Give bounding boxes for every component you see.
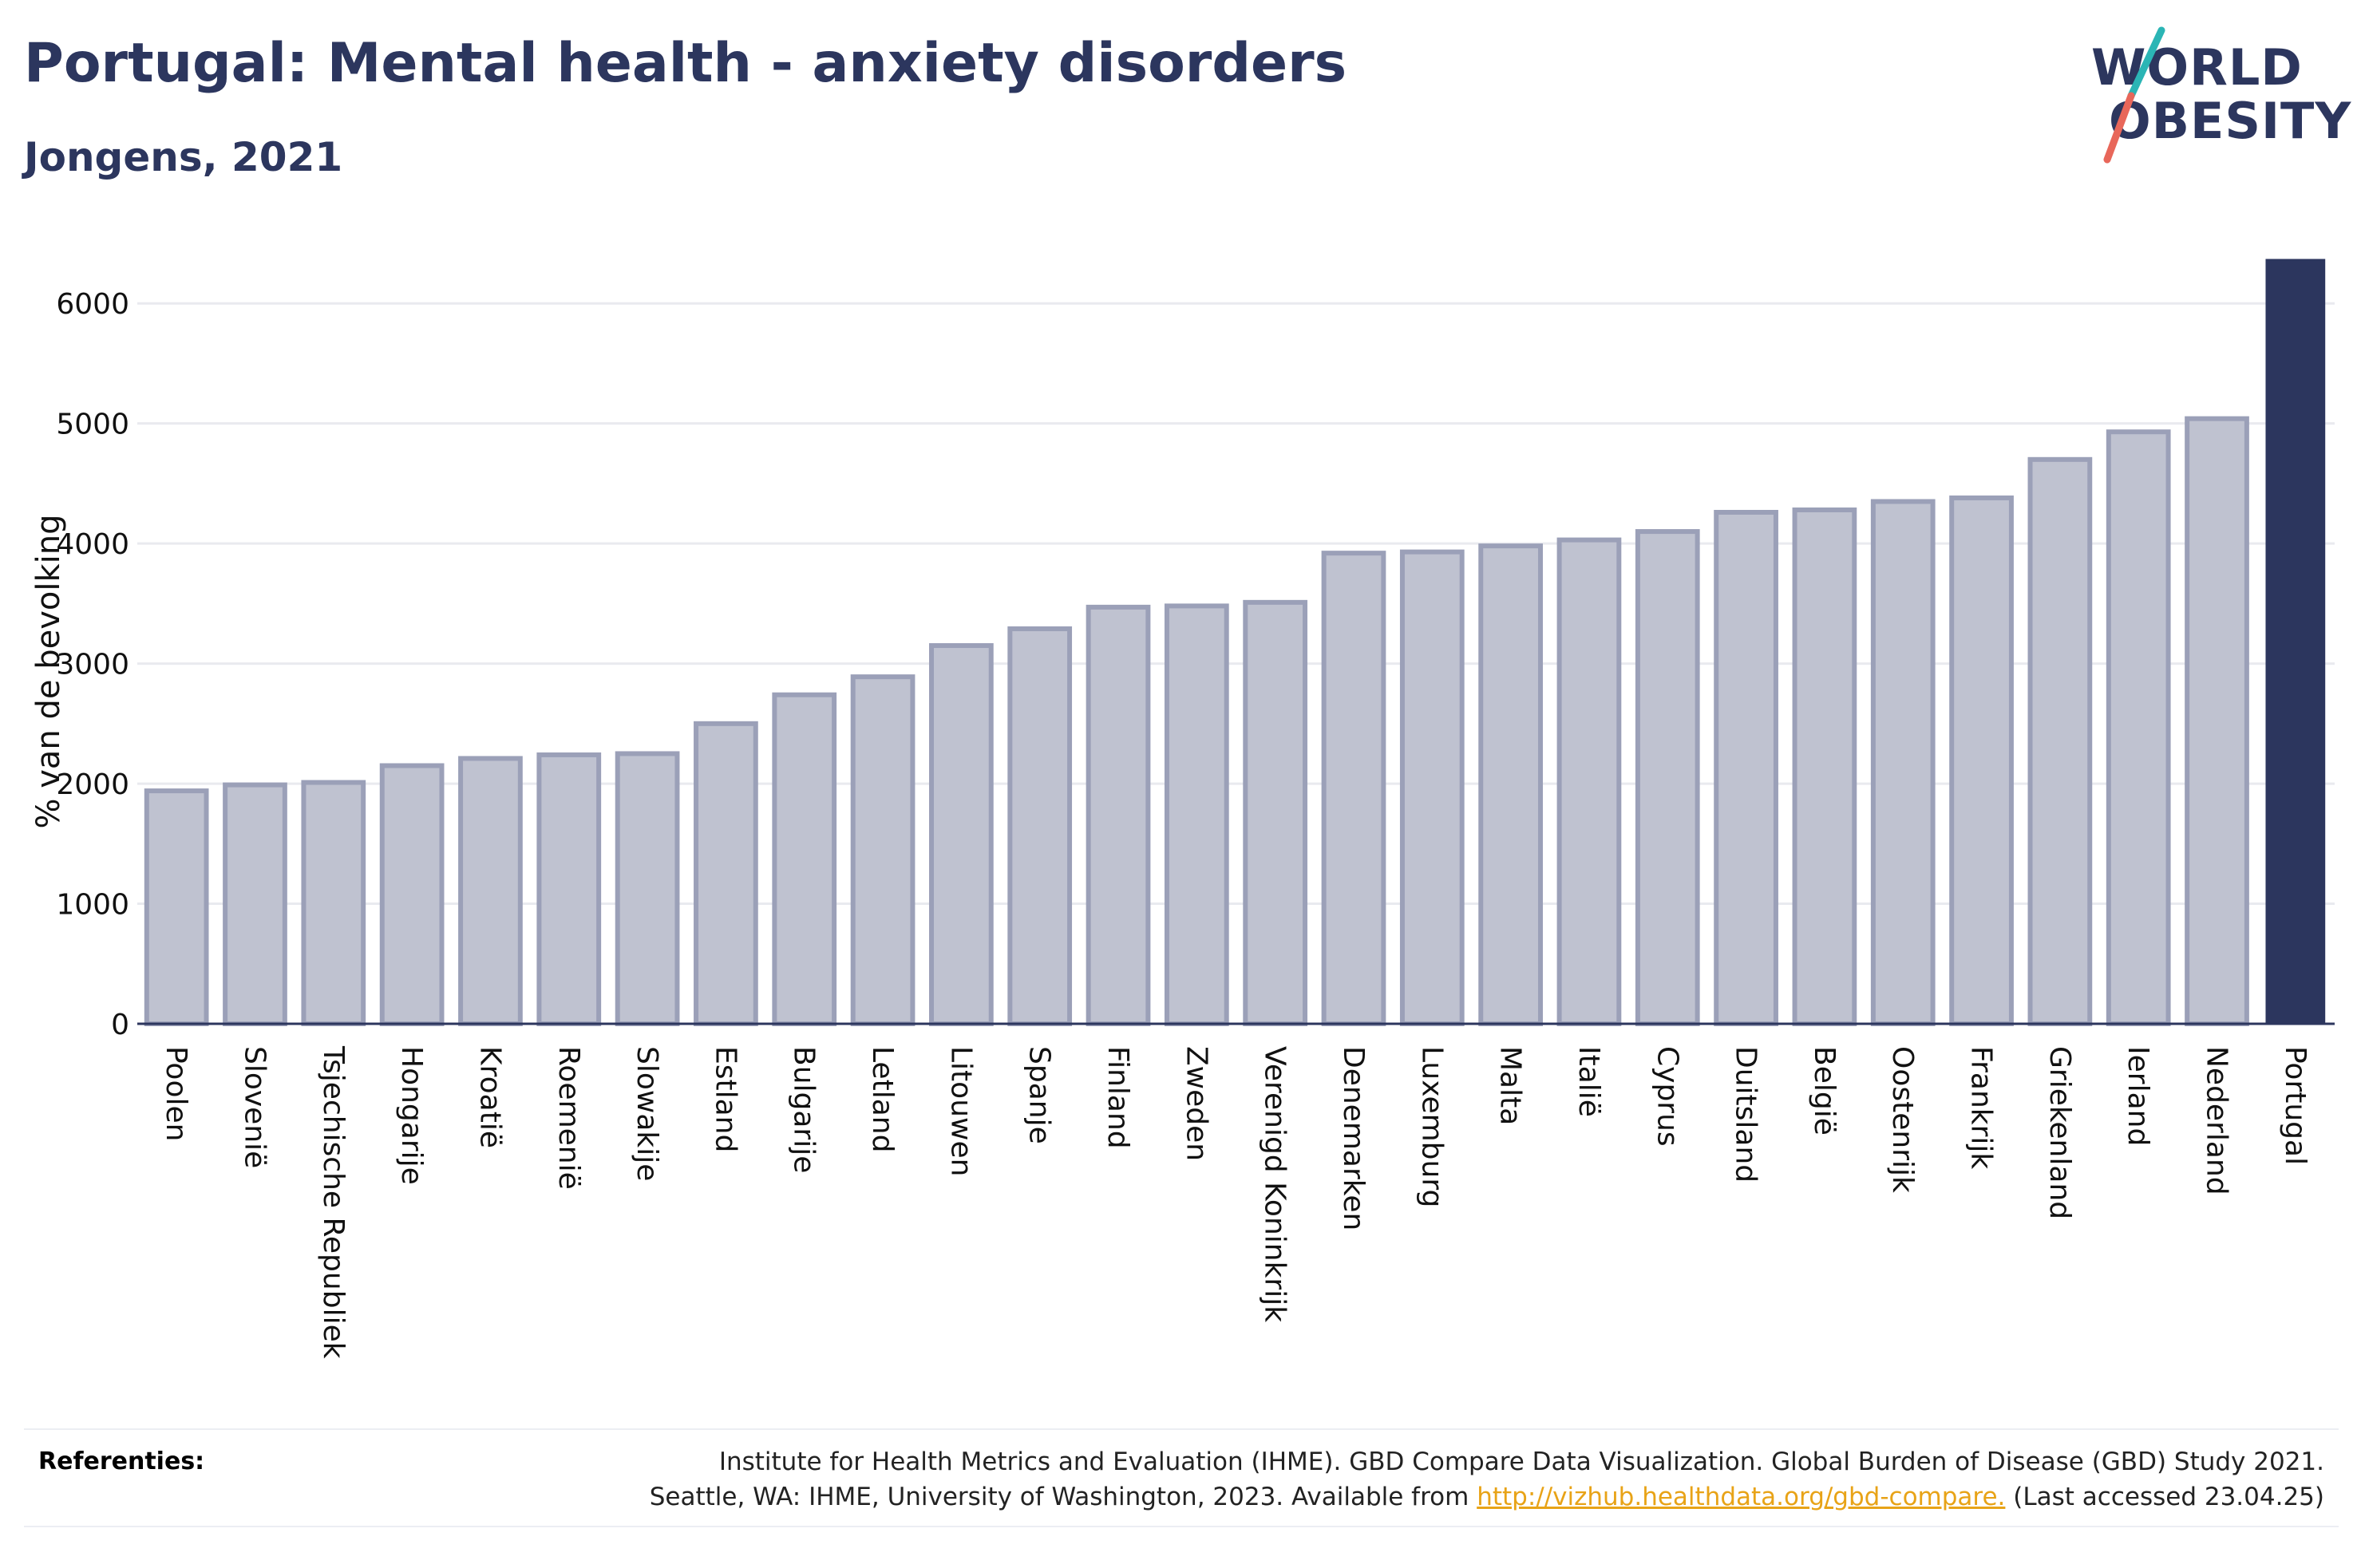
references-box: Referenties: Institute for Health Metric… — [24, 1428, 2339, 1527]
bar — [144, 788, 209, 1026]
logo-text-world: WORLD — [2091, 38, 2303, 97]
x-tick-label: Bulgarije — [788, 1046, 821, 1173]
x-tick-label: Griekenland — [2043, 1046, 2076, 1219]
y-axis-label: % van de bevolking — [30, 515, 67, 829]
bar — [1635, 529, 1700, 1026]
x-tick-label: Cyprus — [1651, 1046, 1683, 1147]
references-line-1: Institute for Health Metrics and Evaluat… — [718, 1448, 2324, 1476]
bar — [2106, 429, 2171, 1026]
x-tick-label: Zweden — [1180, 1046, 1212, 1161]
x-tick-label: Hongarije — [395, 1046, 428, 1185]
x-tick-label: Italië — [1572, 1046, 1605, 1117]
bar — [458, 756, 523, 1026]
bar — [615, 751, 680, 1026]
y-tick-label: 3000 — [56, 649, 129, 681]
references-line-2: Seattle, WA: IHME, University of Washing… — [650, 1479, 2324, 1515]
bar-chart: 0 1000 2000 3000 4000 5000 6000 Poolen Slovenië T… — [30, 259, 2335, 1359]
references-link[interactable]: http://vizhub.healthdata.org/gbd-compare… — [1477, 1483, 2006, 1511]
x-tick-label: Tsjechische Republiek — [317, 1045, 350, 1359]
bar — [1714, 510, 1778, 1026]
x-tick-label: Litouwen — [944, 1046, 977, 1176]
x-tick-label: Kroatië — [473, 1046, 506, 1148]
chart-subtitle: Jongens, 2021 — [24, 134, 343, 180]
bar — [929, 643, 994, 1026]
x-tick-label: Oostenrijk — [1886, 1046, 1919, 1193]
bar — [379, 763, 445, 1026]
references-line-2-suffix: (Last accessed 23.04.25) — [2005, 1483, 2324, 1511]
x-tick-label: Denemarken — [1337, 1046, 1370, 1230]
x-tick-label: Letland — [866, 1046, 899, 1152]
chart-title: Portugal: Mental health - anxiety disord… — [24, 32, 1347, 95]
x-tick-label: Frankrijk — [1965, 1046, 1998, 1169]
references-text: Institute for Health Metrics and Evaluat… — [650, 1444, 2324, 1515]
x-tick-label: Roemenië — [552, 1046, 585, 1190]
world-obesity-logo: WORLD OBESITY — [2083, 24, 2351, 168]
y-tick-label: 5000 — [56, 409, 129, 441]
x-tick-label: Verenigd Koninkrijk — [1259, 1046, 1291, 1322]
y-tick-label: 0 — [111, 1009, 129, 1041]
x-tick-label: Duitsland — [1730, 1046, 1762, 1183]
logo-slash-icon — [2103, 26, 2165, 164]
references-line-2-prefix: Seattle, WA: IHME, University of Washing… — [649, 1483, 1477, 1511]
bar — [1321, 551, 1386, 1027]
bar — [1792, 507, 1857, 1026]
logo-text-obesity: OBESITY — [2109, 92, 2352, 150]
bar — [2027, 456, 2093, 1026]
bar — [2185, 416, 2249, 1026]
bar — [1164, 603, 1229, 1026]
bar — [1556, 537, 1622, 1026]
x-tick-label: Malta — [1494, 1046, 1527, 1125]
y-tick-label: 4000 — [56, 528, 129, 561]
bar — [1243, 599, 1308, 1026]
x-tick-label: Estland — [709, 1046, 742, 1152]
x-tick-label: Portugal — [2279, 1046, 2312, 1165]
bar — [772, 692, 837, 1026]
bar — [1870, 499, 1936, 1026]
bar — [536, 752, 602, 1026]
x-tick-label: Luxemburg — [1415, 1046, 1448, 1207]
bar — [1949, 495, 2014, 1026]
y-tick-label: 1000 — [56, 889, 129, 922]
bar — [2265, 259, 2326, 1025]
bar — [850, 674, 916, 1026]
x-tick-label: Nederland — [2201, 1046, 2233, 1195]
bar — [1478, 543, 1543, 1026]
bar — [1007, 626, 1073, 1026]
x-tick-label: België — [1808, 1046, 1841, 1136]
y-tick-label: 2000 — [56, 768, 129, 801]
x-tick-label: Slowakije — [631, 1046, 663, 1181]
y-tick-label: 6000 — [56, 288, 129, 321]
x-tick-label: Poolen — [160, 1046, 192, 1141]
x-tick-label: Ierland — [2122, 1046, 2154, 1146]
bar — [301, 780, 366, 1026]
bar — [1086, 604, 1151, 1027]
bar — [694, 721, 758, 1026]
x-tick-label: Spanje — [1023, 1046, 1056, 1144]
bar — [1399, 549, 1465, 1026]
references-label: Referenties: — [38, 1448, 205, 1475]
bar — [223, 782, 287, 1026]
x-tick-label: Slovenië — [238, 1046, 271, 1168]
x-tick-label: Finland — [1101, 1046, 1134, 1149]
